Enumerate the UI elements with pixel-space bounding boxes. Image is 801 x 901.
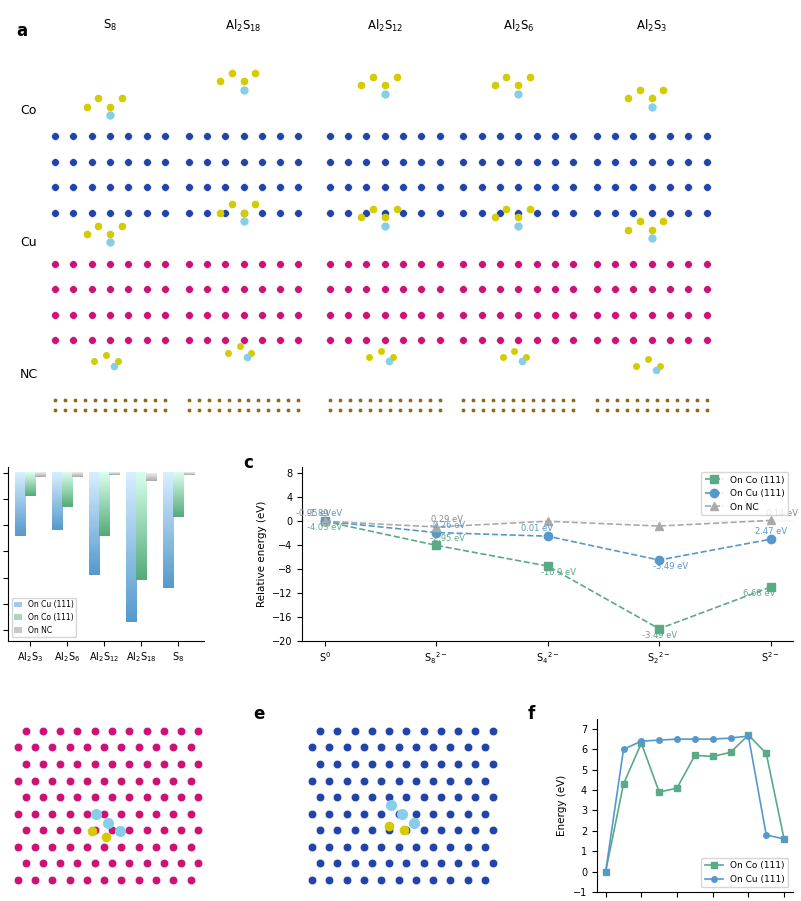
On Cu (111) xyxy=(672,733,682,744)
Bar xyxy=(72,473,83,477)
On NC xyxy=(432,522,441,532)
Text: S$_8$: S$_8$ xyxy=(103,17,117,32)
Bar xyxy=(99,473,110,536)
Bar xyxy=(89,473,99,575)
Y-axis label: Energy (eV): Energy (eV) xyxy=(557,775,567,836)
Text: c: c xyxy=(244,453,253,471)
Y-axis label: Relative energy (eV): Relative energy (eV) xyxy=(256,501,267,607)
On NC xyxy=(654,521,664,532)
On Co (111) xyxy=(743,730,753,741)
Text: e: e xyxy=(253,705,264,723)
Text: -1.89 eV: -1.89 eV xyxy=(307,509,342,518)
On Co (111) xyxy=(726,747,735,758)
On Co (111) xyxy=(690,750,700,760)
Text: Al$_2$S$_3$: Al$_2$S$_3$ xyxy=(636,17,667,33)
Text: -2.95 eV: -2.95 eV xyxy=(430,533,465,542)
Text: 6.68 eV: 6.68 eV xyxy=(743,589,775,598)
Line: On Cu (111): On Cu (111) xyxy=(320,517,775,564)
On Co (111) xyxy=(762,748,771,759)
Text: -3.49 eV: -3.49 eV xyxy=(642,631,677,640)
Text: f: f xyxy=(528,705,535,723)
Text: -0.26 eV: -0.26 eV xyxy=(430,521,465,530)
On Co (111) xyxy=(708,751,718,762)
On Cu (111) xyxy=(654,555,664,566)
On Cu (111) xyxy=(654,734,664,745)
On Cu (111) xyxy=(320,516,329,527)
On Co (111) xyxy=(779,833,789,844)
On Co (111) xyxy=(601,866,610,877)
On Cu (111) xyxy=(766,533,775,544)
Bar xyxy=(25,473,35,496)
Text: 0.01 eV: 0.01 eV xyxy=(521,524,553,533)
On Co (111) xyxy=(637,738,646,749)
Line: On Cu (111): On Cu (111) xyxy=(603,733,787,874)
Text: -0.95 eV: -0.95 eV xyxy=(296,509,331,518)
Text: Al$_2$S$_{18}$: Al$_2$S$_{18}$ xyxy=(225,17,262,33)
Bar xyxy=(52,473,62,531)
Legend: On Co (111), On Cu (111), On NC: On Co (111), On Cu (111), On NC xyxy=(701,472,788,515)
Text: 2.47 eV: 2.47 eV xyxy=(755,527,787,536)
Text: -3.49 eV: -3.49 eV xyxy=(653,562,688,571)
Bar xyxy=(147,473,157,480)
On Cu (111) xyxy=(779,833,789,844)
On Cu (111) xyxy=(543,531,553,542)
Text: 0.29 eV: 0.29 eV xyxy=(431,515,463,524)
Bar xyxy=(136,473,147,580)
Text: 0.14 eV: 0.14 eV xyxy=(766,509,798,518)
Line: On Co (111): On Co (111) xyxy=(320,517,775,633)
Legend: On Cu (111), On Co (111), On NC: On Cu (111), On Co (111), On NC xyxy=(12,597,76,637)
Bar xyxy=(110,473,120,476)
On Cu (111) xyxy=(601,866,610,877)
On Co (111) xyxy=(766,581,775,592)
On Co (111) xyxy=(618,778,628,789)
Text: Co: Co xyxy=(20,105,36,117)
On NC xyxy=(320,516,329,527)
Text: -4.03 eV: -4.03 eV xyxy=(307,523,342,532)
On Cu (111) xyxy=(637,736,646,747)
On NC xyxy=(766,515,775,526)
On Cu (111) xyxy=(432,527,441,538)
Text: Al$_2$S$_{12}$: Al$_2$S$_{12}$ xyxy=(367,17,403,33)
Text: Al$_2$S$_6$: Al$_2$S$_6$ xyxy=(502,17,534,33)
On Co (111) xyxy=(543,560,553,571)
Bar xyxy=(14,473,25,536)
Text: Cu: Cu xyxy=(20,236,36,249)
Bar xyxy=(126,473,136,623)
Text: -10.9 eV: -10.9 eV xyxy=(541,568,577,577)
Legend: On Co (111), On Cu (111): On Co (111), On Cu (111) xyxy=(701,858,788,887)
On Co (111) xyxy=(672,783,682,794)
Bar xyxy=(173,473,183,517)
On Co (111) xyxy=(654,623,664,634)
On NC xyxy=(543,516,553,527)
On Cu (111) xyxy=(762,830,771,841)
On Co (111) xyxy=(654,787,664,797)
Line: On Co (111): On Co (111) xyxy=(603,733,787,874)
Text: NC: NC xyxy=(20,368,38,380)
Bar xyxy=(35,473,46,477)
On Cu (111) xyxy=(743,731,753,742)
On Cu (111) xyxy=(690,733,700,744)
Text: a: a xyxy=(16,22,27,40)
On Cu (111) xyxy=(708,733,718,744)
On Co (111) xyxy=(432,540,441,551)
On Cu (111) xyxy=(726,733,735,743)
Bar xyxy=(163,473,173,588)
Bar xyxy=(183,473,194,476)
Bar xyxy=(62,473,72,507)
Line: On NC: On NC xyxy=(320,516,775,531)
On Co (111) xyxy=(320,516,329,527)
On Cu (111) xyxy=(618,744,628,755)
